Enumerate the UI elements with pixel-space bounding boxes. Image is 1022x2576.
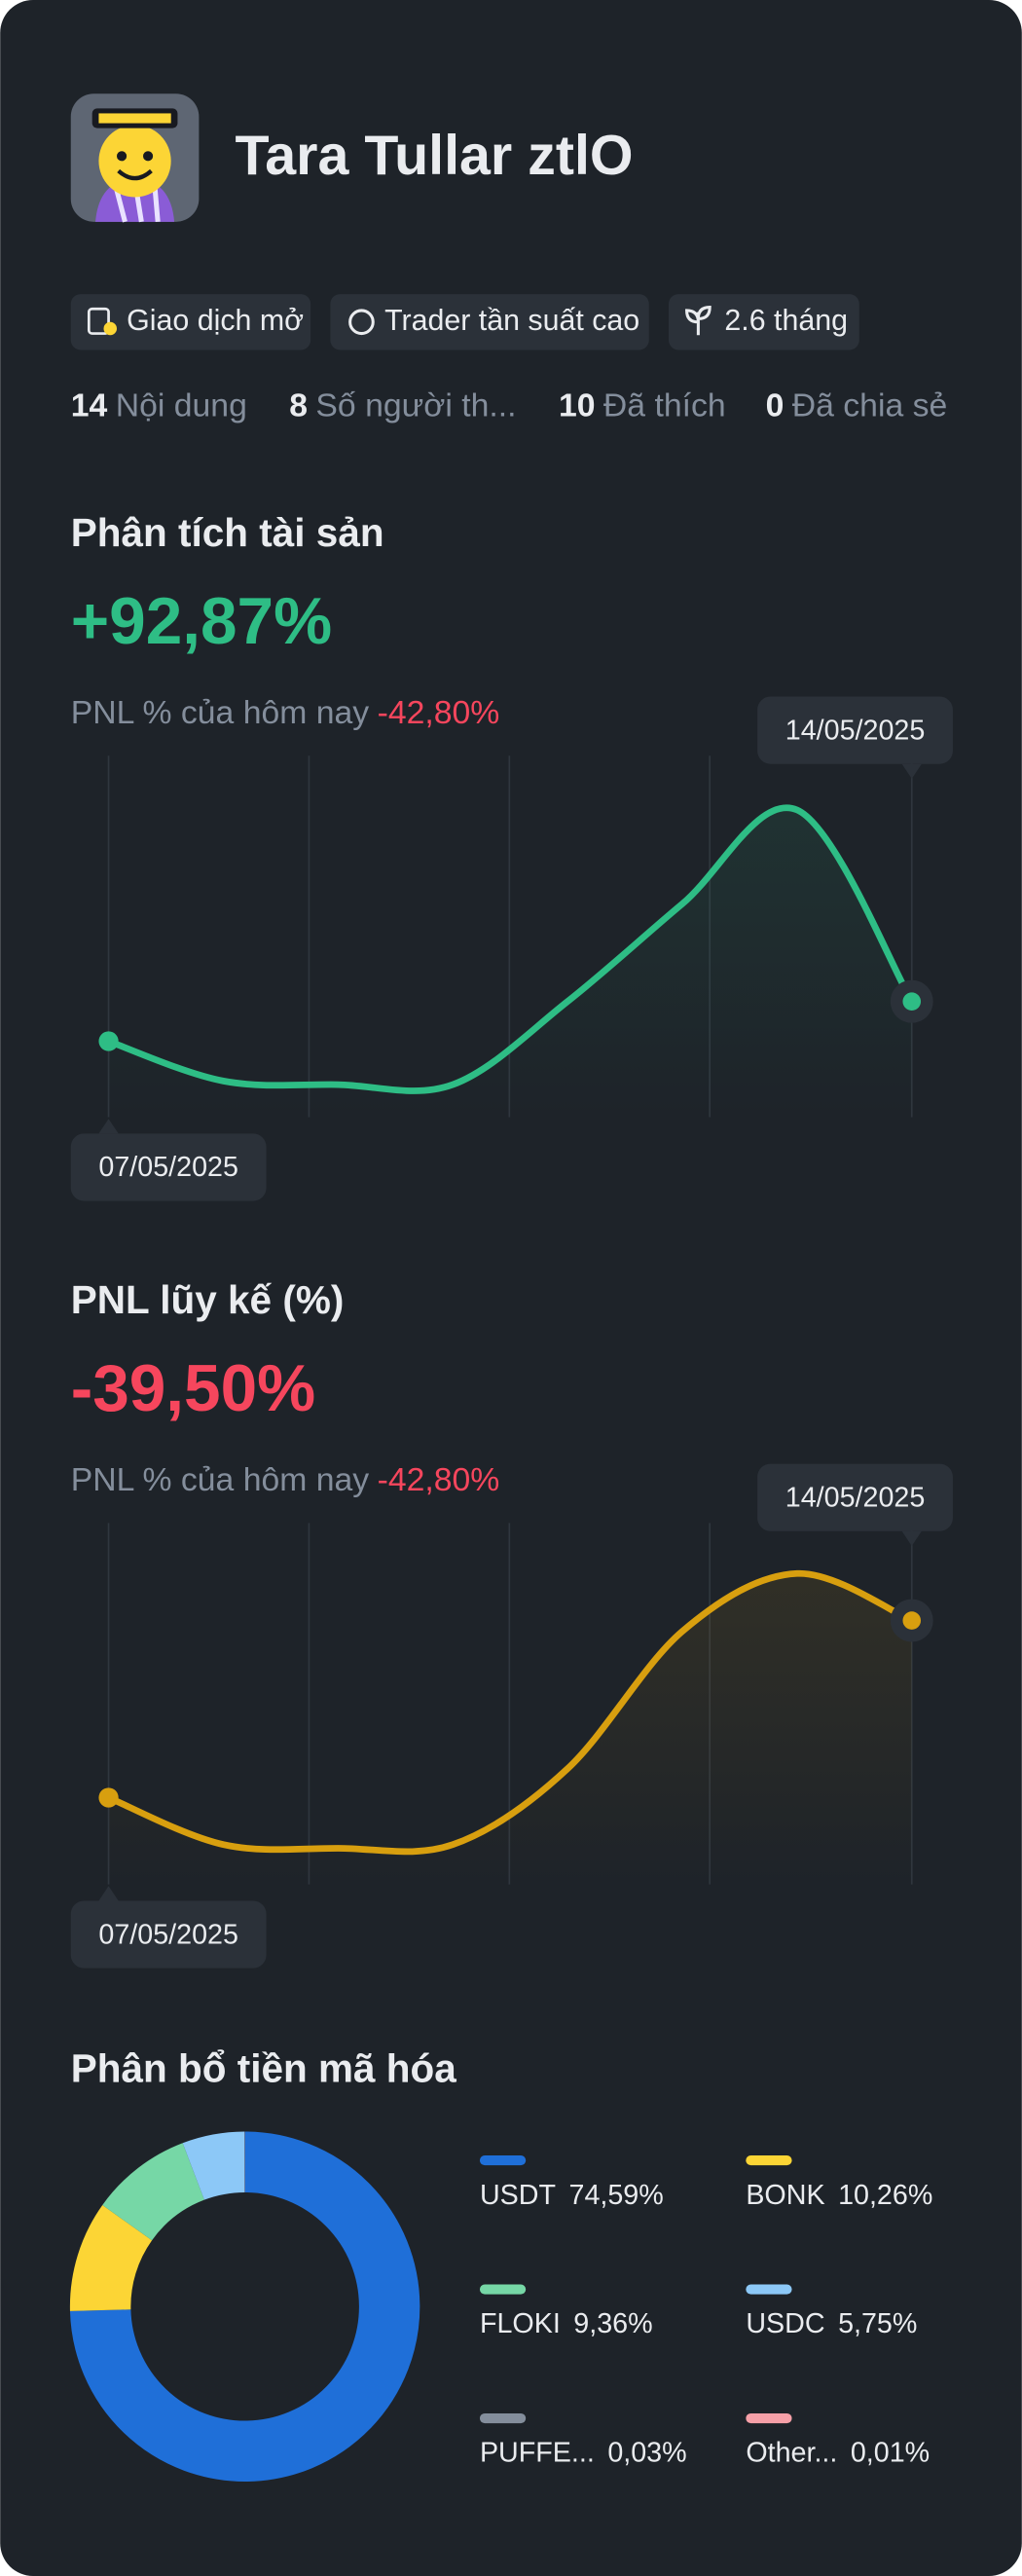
legend-swatch: [479, 2284, 527, 2295]
start-point: [98, 1031, 119, 1051]
section-title: PNL lũy kế (%): [71, 1277, 345, 1322]
donut-slice: [69, 2131, 420, 2482]
legend-value: 0,01%: [851, 2438, 930, 2469]
area: [108, 807, 912, 1118]
tooltip-date: 07/05/2025: [98, 1152, 238, 1183]
stat-value: 0: [766, 386, 785, 423]
legend-swatch: [479, 2155, 527, 2166]
line: [105, 1569, 916, 1856]
donut-slice: [182, 2131, 246, 2200]
tag: Trader tần suất cao: [384, 305, 639, 337]
legend-label: USDT: [480, 2180, 556, 2211]
stat-label: Đã thích: [603, 386, 726, 423]
stat-label: Đã chia sẻ: [792, 386, 947, 423]
legend-value: 0,03%: [607, 2438, 686, 2469]
tooltip-pointer: [901, 763, 922, 779]
legend-label: FLOKI: [480, 2308, 561, 2339]
profile-name: Tara Tullar ztlO: [236, 125, 634, 187]
tooltip-pointer: [98, 1119, 119, 1134]
legend-swatch: [746, 2155, 792, 2166]
tooltip-box: [70, 1900, 267, 1969]
area: [108, 1573, 912, 1885]
line: [105, 804, 916, 1094]
legend-label: PUFFE...: [480, 2438, 595, 2469]
section-title: Phân tích tài sản: [71, 510, 384, 555]
legend-swatch: [746, 2284, 792, 2295]
stat-label: Số người th...: [315, 386, 516, 423]
start-point: [98, 1787, 119, 1808]
end-point: [902, 1611, 922, 1630]
tooltip-date: 07/05/2025: [98, 1919, 238, 1950]
section-title: Phân bổ tiền mã hóa: [71, 2046, 457, 2091]
subtitle: PNL % của hôm nay: [71, 694, 370, 731]
tooltip-pointer: [901, 1530, 922, 1546]
tooltip-pointer: [98, 1886, 119, 1901]
tooltip-box: [757, 696, 953, 764]
subtitle-value: -42,80%: [378, 1461, 500, 1498]
tooltip-box: [70, 1133, 267, 1201]
stat-value: 8: [289, 386, 308, 423]
legend-value: 9,36%: [573, 2308, 652, 2339]
headline-value: -39,50%: [71, 1352, 315, 1425]
legend-swatch: [479, 2412, 527, 2424]
tag: 2.6 tháng: [724, 305, 848, 337]
tag: Giao dịch mở: [127, 305, 304, 337]
legend-label: USDC: [746, 2308, 824, 2339]
stat-value: 14: [71, 386, 108, 423]
tooltip-date: 14/05/2025: [785, 715, 925, 746]
legend-value: 10,26%: [838, 2180, 932, 2211]
tooltip-date: 14/05/2025: [785, 1482, 925, 1513]
legend-label: Other...: [746, 2438, 837, 2469]
donut-slice: [69, 2205, 153, 2311]
tooltip-box: [757, 1463, 953, 1531]
legend-value: 5,75%: [838, 2308, 917, 2339]
subtitle-value: -42,80%: [378, 694, 500, 731]
avatar: [70, 93, 200, 223]
stat-label: Nội dung: [116, 386, 247, 423]
tag-pills: [70, 294, 859, 350]
end-point: [902, 992, 922, 1011]
legend-label: BONK: [746, 2180, 824, 2211]
donut-slice: [102, 2143, 205, 2241]
subtitle: PNL % của hôm nay: [71, 1461, 370, 1498]
legend-swatch: [746, 2412, 792, 2424]
legend-value: 74,59%: [569, 2180, 664, 2211]
stat-value: 10: [559, 386, 596, 423]
headline-value: +92,87%: [71, 585, 332, 658]
